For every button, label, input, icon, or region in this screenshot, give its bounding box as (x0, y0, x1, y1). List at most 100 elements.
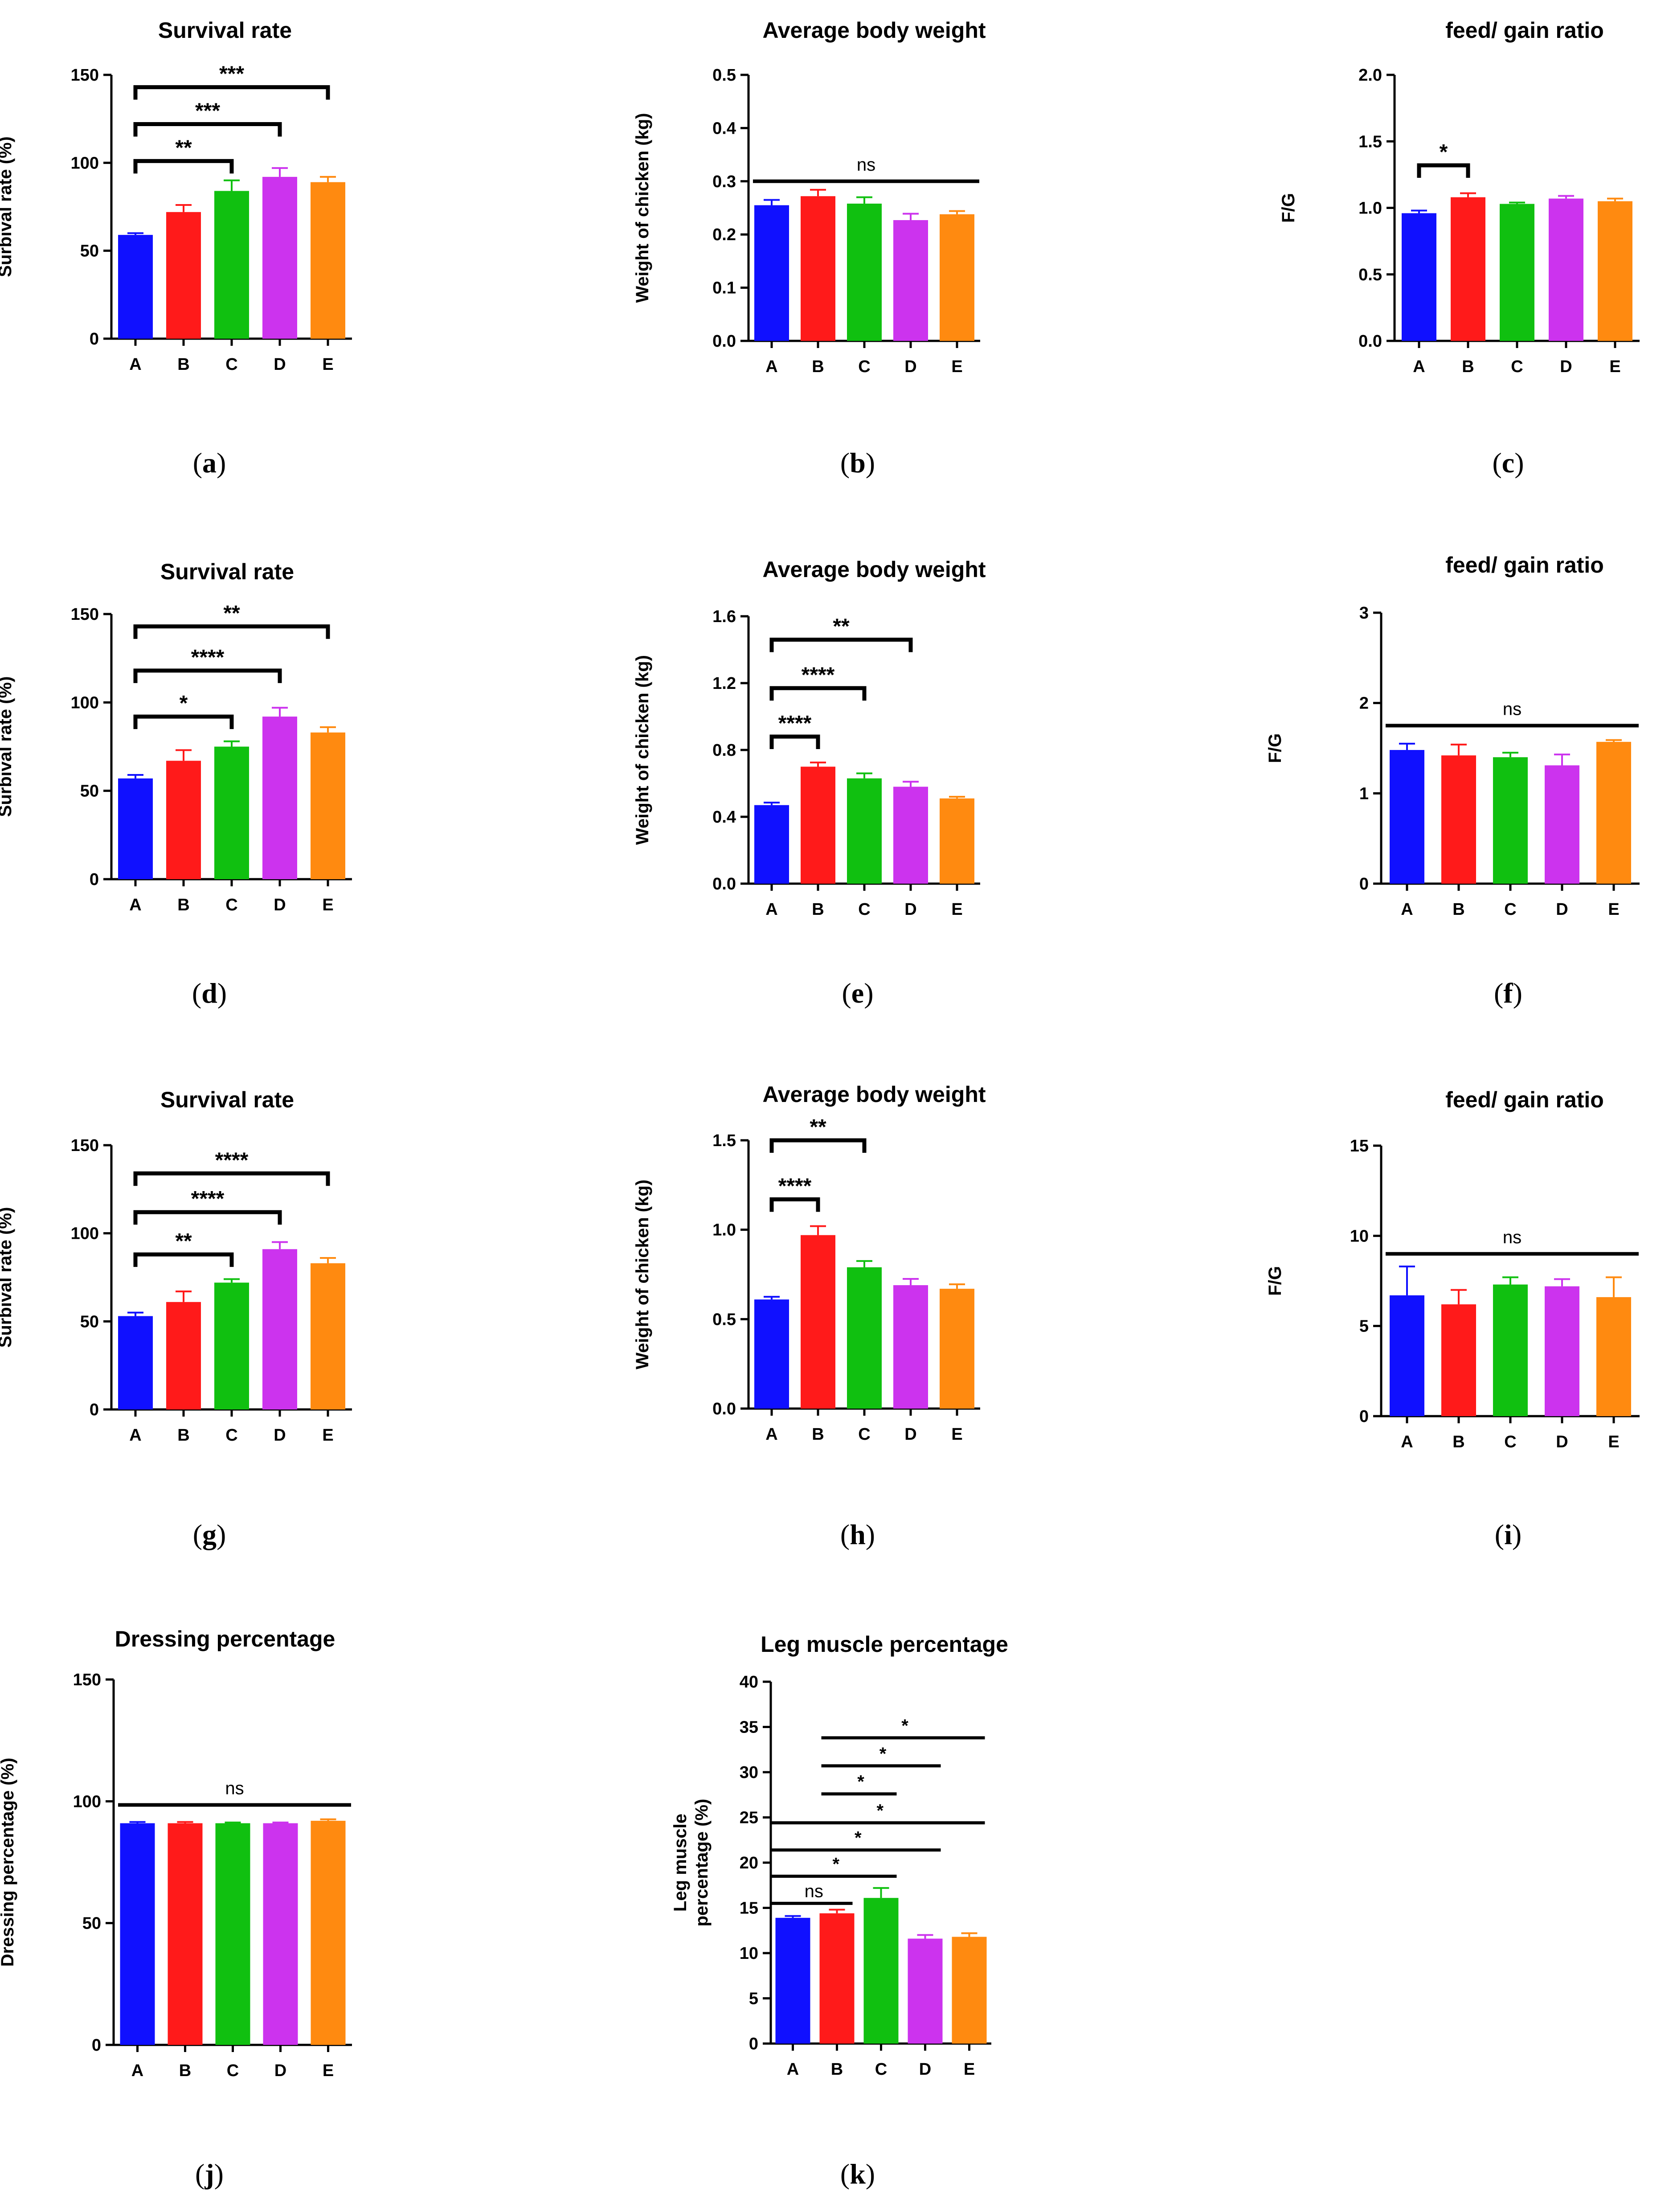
y-tick-label: 150 (71, 66, 99, 85)
chart-title: Average body weight (762, 18, 986, 43)
bar-D (1545, 1286, 1579, 1416)
chart-title: Average body weight (762, 1082, 986, 1107)
significance-label: ** (223, 602, 240, 625)
y-tick-label: 0.5 (1358, 266, 1382, 284)
panel-caption-part: ( (840, 2158, 850, 2190)
y-tick-label: 100 (71, 693, 99, 712)
chart-title: Dressing percentage (115, 1626, 335, 1651)
x-tick-label-E: E (964, 2060, 975, 2079)
y-tick-label: 1.2 (712, 674, 736, 693)
y-tick-label: 2.0 (1358, 66, 1382, 85)
x-tick-label-D: D (904, 357, 916, 376)
y-tick-label: 0.4 (712, 119, 736, 138)
x-tick-label-B: B (177, 896, 189, 914)
bar-E (311, 182, 345, 339)
y-tick-label: 0 (90, 330, 99, 348)
bar-C (214, 191, 249, 339)
bar-C (1493, 757, 1528, 884)
significance-label: * (901, 1716, 908, 1736)
y-tick-label: 1.6 (712, 607, 736, 626)
bar-E (311, 1263, 345, 1409)
x-tick-label-A: A (765, 357, 777, 376)
significance-label: * (1440, 140, 1448, 164)
x-tick-label-D: D (274, 896, 286, 914)
panel-caption-part: ) (866, 2158, 875, 2190)
x-tick-label-C: C (858, 900, 870, 919)
panel-caption: (e) (842, 977, 873, 1009)
significance-label: * (879, 1744, 887, 1764)
y-tick-label: 150 (73, 1671, 101, 1689)
x-tick-label-E: E (322, 355, 333, 374)
x-tick-label-E: E (322, 1426, 333, 1445)
y-tick-label: 15 (740, 1899, 758, 1918)
x-tick-label-C: C (225, 355, 237, 374)
y-tick-label: 0.2 (712, 225, 736, 244)
bar-C (1493, 1284, 1528, 1416)
y-tick-label: 20 (740, 1854, 758, 1872)
panel-caption-part: ) (1513, 977, 1522, 1009)
bar-C (214, 1282, 249, 1409)
x-tick-label-C: C (858, 357, 870, 376)
y-tick-label: 5 (749, 1990, 758, 2008)
y-tick-label: 150 (71, 605, 99, 624)
bar-B (166, 212, 201, 339)
chart-panel-b: Average body weight Weight of chicken (kg… (633, 18, 986, 479)
y-tick-label: 0.0 (712, 1400, 736, 1418)
bar-B (801, 766, 835, 884)
y-tick-label: 0.3 (712, 172, 736, 191)
y-axis-label: Weight of chicken (kg) (633, 113, 652, 303)
panel-caption-part: ) (864, 977, 873, 1009)
significance-bracket (769, 1138, 867, 1153)
bar-E (940, 214, 974, 341)
bar-E (311, 732, 345, 879)
panel-caption: (a) (193, 447, 226, 479)
significance-label: **** (215, 1148, 249, 1172)
x-tick-label-B: B (812, 357, 824, 376)
x-tick-label-B: B (812, 900, 824, 919)
significance-label: * (857, 1772, 864, 1792)
panel-caption-part: ( (193, 447, 202, 479)
bar-D (893, 1285, 928, 1409)
y-tick-label: 1.0 (1358, 199, 1382, 218)
significance-label: *** (219, 62, 244, 86)
bar-B (166, 1302, 201, 1409)
bar-D (262, 1249, 297, 1409)
y-tick-label: 0.0 (1358, 332, 1382, 351)
x-tick-label-A: A (129, 1426, 141, 1445)
panel-caption-part: ) (217, 1519, 226, 1550)
bar-B (801, 1235, 835, 1409)
panel-caption: (j) (195, 2158, 224, 2190)
chart-panel-c: feed/ gain ratio F/G 0.0 0.5 1.0 1.5 2.0 A B C D E *… (1279, 18, 1640, 479)
bar-B (166, 761, 201, 879)
bar-A (1390, 750, 1424, 884)
x-tick-label-E: E (951, 1425, 962, 1444)
bar-E (1596, 741, 1631, 884)
x-tick-label-B: B (177, 1426, 189, 1445)
x-tick-label-C: C (858, 1425, 870, 1444)
x-tick-label-C: C (225, 1426, 237, 1445)
panel-caption-part: b (850, 447, 866, 479)
significance-bracket (769, 1197, 820, 1212)
x-tick-label-D: D (904, 1425, 916, 1444)
panel-caption: (h) (840, 1519, 875, 1550)
y-tick-label: 0.0 (712, 332, 736, 351)
significance-label: **** (802, 663, 835, 687)
y-tick-label: 10 (740, 1944, 758, 1963)
bar-D (262, 717, 297, 879)
y-tick-label: 100 (73, 1792, 101, 1811)
significance-label: ** (175, 1229, 192, 1253)
panel-caption-part: ( (840, 1519, 850, 1550)
chart-panel-i: feed/ gain ratio F/G 0 5 10 15 A B C D Ens (i) (1265, 1087, 1640, 1550)
x-tick-label-D: D (274, 2061, 286, 2080)
y-tick-label: 25 (740, 1809, 758, 1827)
significance-label: **** (191, 646, 225, 669)
x-tick-label-B: B (1462, 357, 1474, 376)
bar-A (118, 1316, 153, 1409)
significance-label: ns (857, 155, 875, 175)
bar-D (263, 1823, 298, 2045)
panel-caption-part: g (202, 1519, 217, 1550)
x-tick-label-D: D (1556, 1433, 1568, 1451)
x-tick-label-B: B (1452, 1433, 1464, 1451)
bar-A (118, 778, 153, 879)
y-tick-label: 10 (1350, 1227, 1369, 1245)
